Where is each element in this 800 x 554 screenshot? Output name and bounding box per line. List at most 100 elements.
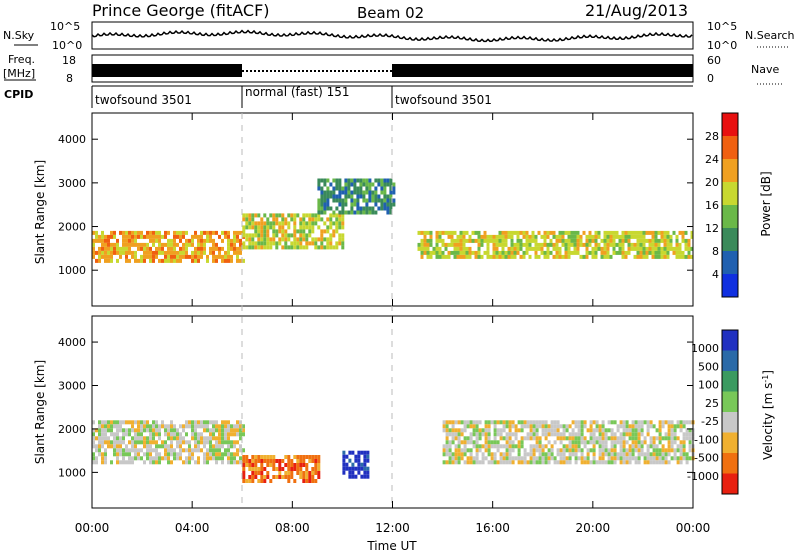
heatmap-cell-band-0	[227, 238, 230, 243]
heatmap-cell-band-1	[311, 475, 315, 479]
heatmap-cell-band-0	[92, 238, 95, 243]
heatmap-cell-band-1	[314, 459, 318, 463]
heatmap-cell-band-3	[613, 460, 617, 465]
heatmap-cell-band-3	[579, 254, 583, 259]
noise-right-tick-low: 10^0	[707, 39, 737, 52]
heatmap-cell-band-3	[667, 420, 671, 425]
heatmap-cell-band-0	[194, 258, 197, 263]
heatmap-cell-band-1	[248, 213, 252, 218]
heatmap-cell-band-0	[152, 460, 155, 465]
heatmap-cell-band-1	[287, 221, 291, 226]
heatmap-cell-band-0	[179, 456, 182, 461]
heatmap-cell-band-3	[490, 456, 494, 461]
heatmap-cell-band-3	[567, 254, 571, 259]
heatmap-cell-band-3	[465, 250, 469, 255]
heatmap-cell-band-0	[116, 440, 119, 445]
heatmap-cell-band-0	[197, 460, 200, 465]
heatmap-cell-band-2	[386, 198, 390, 203]
heatmap-cell-band-3	[601, 420, 605, 425]
heatmap-cell-band-3	[559, 432, 563, 437]
heatmap-cell-band-0	[170, 254, 173, 259]
heatmap-cell-band-2	[347, 186, 351, 191]
heatmap-cell-band-3	[480, 234, 484, 239]
heatmap-cell-band-3	[636, 242, 640, 247]
heatmap-cell-band-0	[206, 254, 209, 259]
heatmap-cell-band-3	[535, 440, 539, 445]
heatmap-cell-band-3	[675, 246, 679, 251]
heatmap-cell-band-0	[122, 246, 125, 251]
heatmap-cell-band-1	[278, 475, 282, 479]
heatmap-cell-band-2	[344, 194, 348, 199]
heatmap-cell-band-3	[514, 444, 518, 449]
heatmap-cell-band-2	[374, 194, 378, 199]
heatmap-cell-band-0	[164, 428, 167, 433]
heatmap-cell-band-3	[547, 456, 551, 461]
heatmap-cell-band-0	[113, 230, 116, 235]
heatmap-cell-band-1	[284, 475, 288, 479]
heatmap-cell-band-3	[670, 436, 674, 441]
heatmap-cell-band-3	[526, 460, 530, 465]
heatmap-cell-band-3	[565, 428, 569, 433]
heatmap-cell-band-3	[487, 436, 491, 441]
heatmap-cell-band-3	[658, 448, 662, 453]
heatmap-cell-band-1	[242, 459, 246, 463]
heatmap-cell-band-0	[170, 432, 173, 437]
heatmap-cell-band-3	[577, 444, 581, 449]
heatmap-cell-band-2	[357, 462, 361, 467]
heatmap-cell-band-1	[275, 213, 279, 218]
heatmap-cell-band-2	[320, 194, 324, 199]
heatmap-cell-band-3	[622, 448, 626, 453]
heatmap-cell-band-0	[128, 448, 131, 453]
heatmap-cell-band-3	[570, 238, 574, 243]
heatmap-cell-band-0	[203, 444, 206, 449]
heatmap-cell-band-3	[459, 254, 463, 259]
heatmap-cell-band-1	[335, 229, 339, 234]
heatmap-cell-band-2	[362, 182, 366, 187]
heatmap-cell-band-0	[218, 444, 221, 449]
heatmap-cell-band-0	[224, 424, 227, 429]
heatmap-cell-band-3	[559, 456, 563, 461]
heatmap-cell-band-1	[317, 475, 321, 479]
heatmap-cell-band-3	[685, 456, 689, 461]
heatmap-cell-band-0	[116, 452, 119, 457]
heatmap-cell-band-0	[95, 444, 98, 449]
heatmap-cell-band-3	[573, 242, 577, 247]
heatmap-cell-band-3	[469, 440, 473, 445]
heatmap-cell-band-3	[505, 424, 509, 429]
heatmap-cell-band-3	[625, 456, 629, 461]
heatmap-cell-band-3	[520, 440, 524, 445]
heatmap-cell-band-3	[610, 448, 614, 453]
heatmap-cell-band-0	[221, 238, 224, 243]
heatmap-cell-band-3	[649, 456, 653, 461]
heatmap-cell-band-3	[564, 230, 568, 235]
heatmap-cell-band-3	[448, 456, 452, 461]
heatmap-cell-band-0	[143, 234, 146, 239]
heatmap-cell-band-0	[227, 436, 230, 441]
heatmap-cell-band-2	[350, 198, 354, 203]
heatmap-cell-band-0	[161, 246, 164, 251]
heatmap-cell-band-3	[646, 448, 650, 453]
heatmap-cell-band-0	[191, 250, 194, 255]
heatmap-cell-band-0	[155, 456, 158, 461]
heatmap-cell-band-3	[556, 420, 560, 425]
heatmap-cell-band-1	[290, 213, 294, 218]
heatmap-cell-band-3	[556, 424, 560, 429]
heatmap-cell-band-3	[483, 230, 487, 235]
heatmap-cell-band-3	[549, 230, 553, 235]
heatmap-cell-band-3	[508, 440, 512, 445]
heatmap-cell-band-1	[254, 463, 258, 467]
heatmap-cell-band-3	[535, 460, 539, 465]
heatmap-cell-band-3	[622, 436, 626, 441]
heatmap-cell-band-0	[221, 424, 224, 429]
noise-series	[91, 29, 693, 43]
heatmap-cell-band-3	[493, 436, 497, 441]
heatmap-cell-band-0	[92, 436, 95, 441]
heatmap-cell-band-3	[637, 436, 641, 441]
xtick-label: 08:00	[275, 521, 310, 535]
heatmap-cell-band-0	[92, 254, 95, 259]
heatmap-cell-band-3	[532, 424, 536, 429]
heatmap-cell-band-0	[170, 428, 173, 433]
heatmap-cell-band-3	[544, 428, 548, 433]
heatmap-cell-band-2	[360, 462, 364, 467]
heatmap-cell-band-3	[625, 424, 629, 429]
